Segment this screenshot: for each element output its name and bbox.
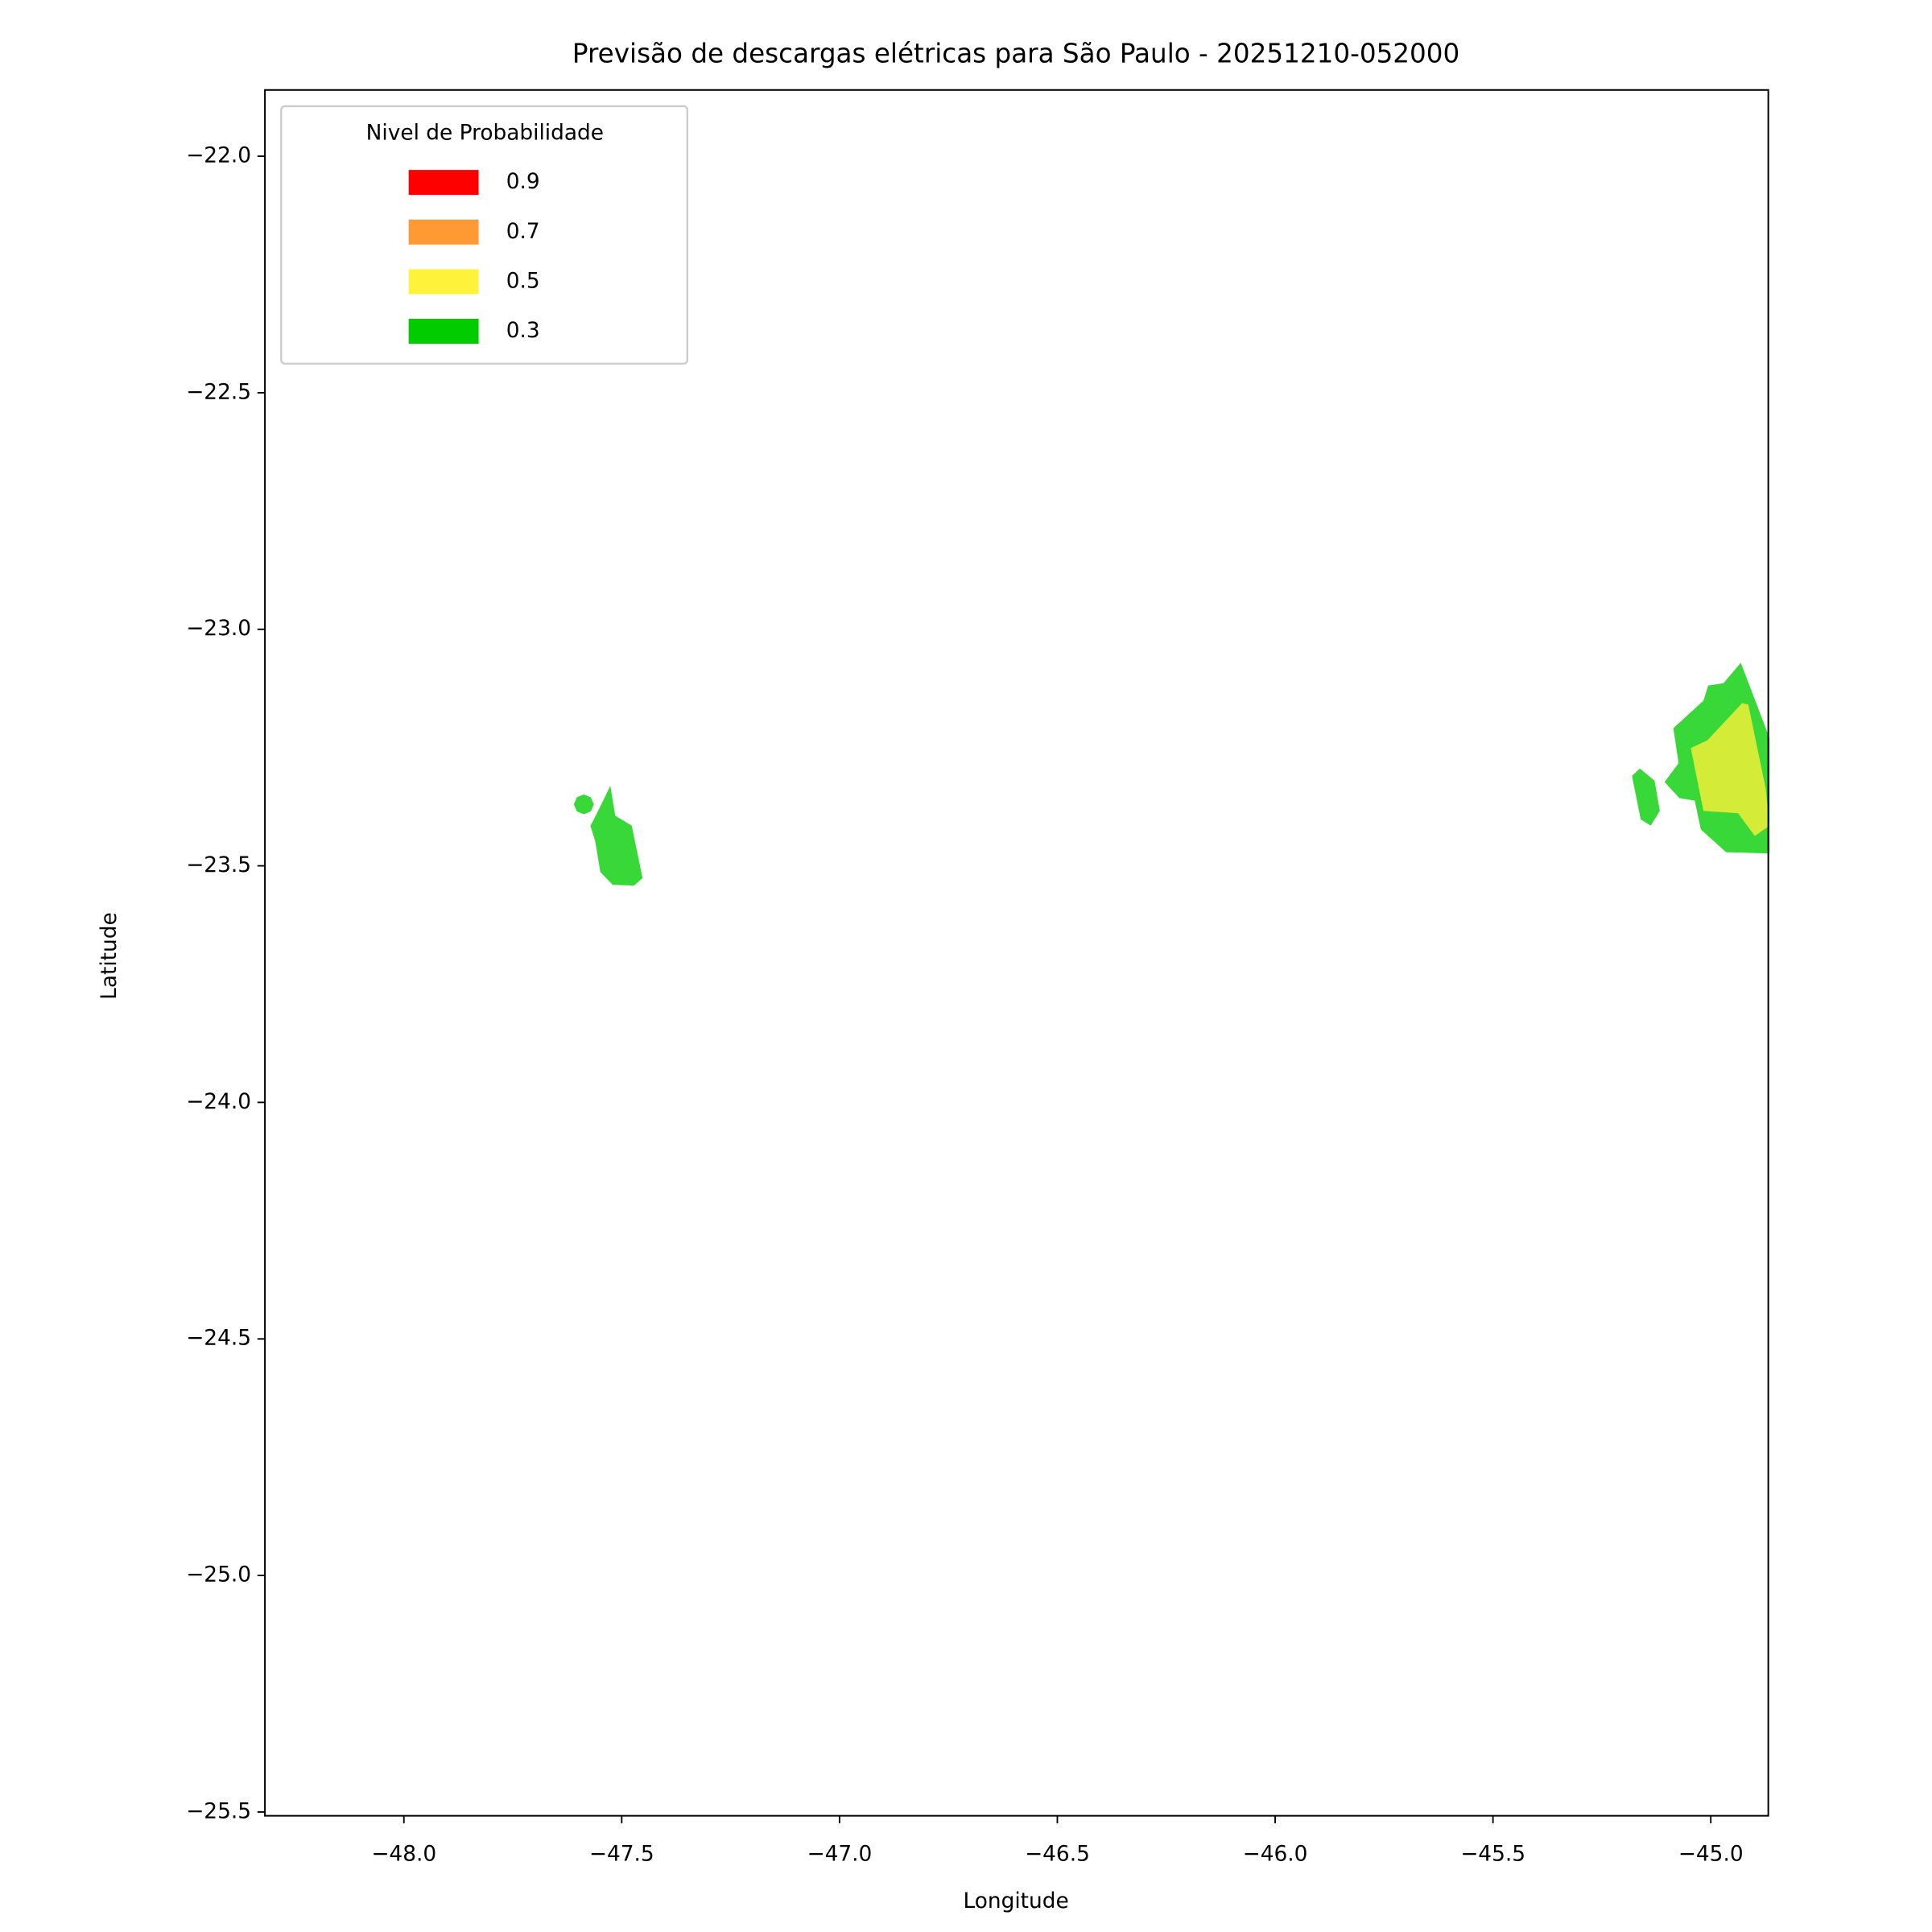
legend-label: 0.3 [506,319,540,343]
chart-title: Previsão de descargas elétricas para São… [572,38,1459,68]
y-tick-label: −25.5 [186,1799,251,1823]
x-tick-label: −47.5 [589,1842,654,1866]
y-tick-label: −24.5 [186,1327,251,1351]
legend: Nivel de Probabilidade 0.9 0.7 0.5 0.3 [280,105,688,365]
x-tick-label: −46.0 [1243,1842,1308,1866]
legend-swatch [408,319,479,345]
legend-title: Nivel de Probabilidade [366,122,604,146]
x-tick-label: −45.0 [1678,1842,1744,1866]
x-tick-label: −48.0 [371,1842,436,1866]
y-tick-label: −24.0 [186,1090,251,1114]
y-tick-label: −22.5 [186,380,251,404]
y-tick-label: −23.5 [186,853,251,877]
x-tick-label: −45.5 [1460,1842,1525,1866]
legend-swatch [408,269,479,295]
legend-label: 0.5 [506,269,540,293]
contour-region [1690,703,1770,836]
y-tick-label: −23.0 [186,617,251,641]
x-axis-label: Longitude [964,1889,1069,1913]
y-axis-label: Latitude [97,912,122,1000]
legend-swatch [408,219,479,245]
contour-region [1632,768,1660,826]
contour-region [590,786,643,886]
legend-swatch [408,170,479,196]
legend-label: 0.7 [506,220,540,244]
y-tick-label: −25.0 [186,1563,251,1587]
legend-box [280,105,688,365]
x-tick-label: −47.0 [807,1842,872,1866]
contour-region [573,794,594,815]
x-tick-label: −46.5 [1025,1842,1090,1866]
y-tick-label: −22.0 [186,144,251,168]
legend-label: 0.9 [506,170,540,194]
plot-frame [264,89,1769,1817]
